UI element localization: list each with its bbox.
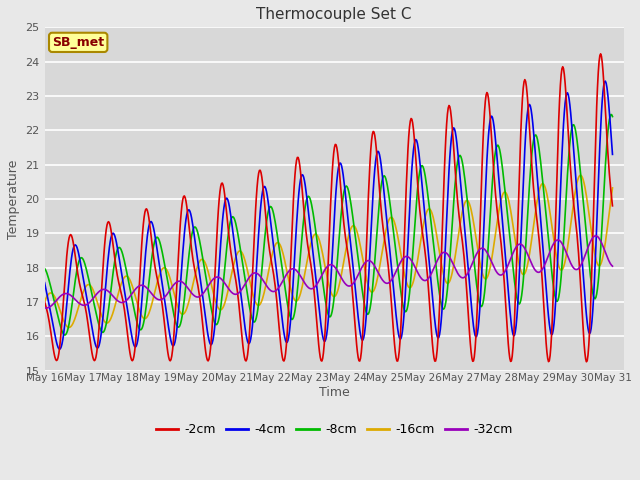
X-axis label: Time: Time — [319, 386, 349, 399]
Text: SB_met: SB_met — [52, 36, 104, 49]
Legend: -2cm, -4cm, -8cm, -16cm, -32cm: -2cm, -4cm, -8cm, -16cm, -32cm — [150, 418, 518, 441]
Title: Thermocouple Set C: Thermocouple Set C — [257, 7, 412, 22]
Y-axis label: Temperature: Temperature — [7, 159, 20, 239]
